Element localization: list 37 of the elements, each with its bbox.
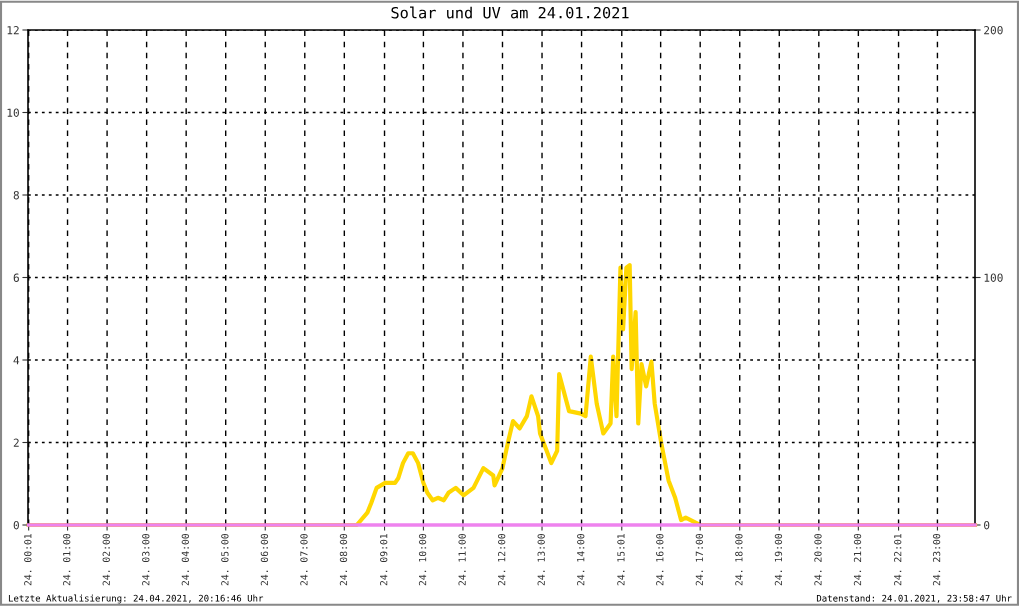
x-tick-label: 24. 09:01 (380, 533, 388, 586)
x-tick-label: 24. 18:00 (735, 533, 743, 586)
y-tick-label: 12 (7, 26, 19, 35)
x-tick-label: 24. 23:00 (932, 533, 941, 586)
x-tick-label: 24. 08:00 (339, 533, 348, 586)
text: Letzte Aktualisierung: 24.04.2021, 20:16:46 Uhr (8, 594, 264, 604)
text: Datenstand: 24.01.2021, 23:58:47 Uhr (816, 594, 1012, 603)
y-tick-label: 4 (13, 356, 20, 365)
x-tick-label: 24. 07:00 (300, 533, 308, 586)
y-tick-label: 8 (13, 191, 19, 200)
x-tick-label: 24. 04:00 (181, 533, 190, 586)
x-tick-label: 24. 15:01 (617, 533, 625, 586)
x-tick-label: 24. 21:00 (853, 533, 862, 586)
x-tick-label: 24. 03:00 (142, 533, 150, 586)
x-tick-label: 24. 02:00 (102, 533, 110, 586)
x-tick-label: 24. 05:00 (221, 533, 229, 586)
y-tick-label: 2 (13, 438, 19, 447)
y2-tick-label: 200 (984, 26, 1003, 35)
x-tick-label: 24. 00:01 (24, 533, 32, 586)
x-tick-label: 24. 19:00 (774, 533, 783, 586)
x-tick-label: 24. 20:00 (814, 533, 822, 586)
x-tick-label: 24. 17:00 (695, 533, 704, 586)
x-tick-label: 24. 22:01 (894, 533, 902, 586)
x-tick-label: 24. 14:00 (577, 533, 585, 586)
y2-tick-label: 100 (984, 273, 1003, 282)
x-tick-label: 24. 13:00 (537, 533, 545, 586)
y-tick-label: 0 (13, 521, 19, 530)
x-tick-label: 24. 10:00 (418, 533, 427, 586)
x-tick-label: 24. 01:00 (63, 533, 71, 586)
y-tick-label: 6 (13, 273, 19, 282)
y2-tick-label: 0 (984, 521, 990, 530)
x-tick-label: 24. 16:00 (656, 533, 664, 586)
y-tick-label: 10 (7, 108, 19, 117)
x-tick-label: 24. 11:00 (458, 533, 466, 586)
x-tick-label: 24. 06:00 (260, 533, 269, 586)
chart-title: Solar und UV am 24.01.2021 (391, 6, 629, 19)
x-tick-label: 24. 12:00 (497, 533, 506, 586)
